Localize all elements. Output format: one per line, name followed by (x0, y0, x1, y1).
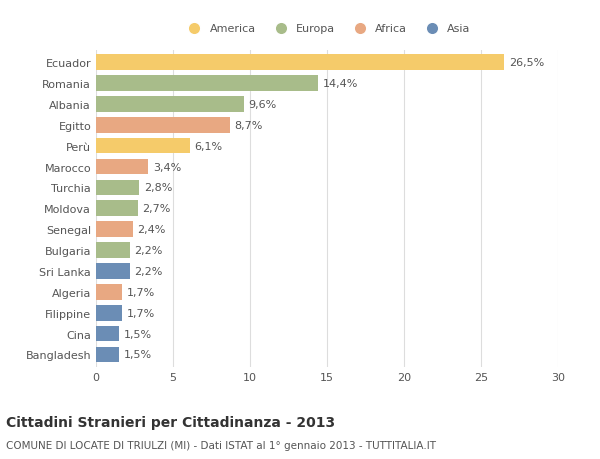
Text: 14,4%: 14,4% (322, 79, 358, 89)
Bar (96, 285, 122, 300)
Text: 26,5%: 26,5% (509, 58, 544, 68)
Text: 1,7%: 1,7% (127, 287, 155, 297)
Text: 9,6%: 9,6% (248, 100, 277, 110)
Text: 1,7%: 1,7% (127, 308, 155, 318)
Bar (96, 347, 119, 363)
Text: 8,7%: 8,7% (235, 121, 263, 130)
Bar (96, 201, 137, 217)
Text: 2,2%: 2,2% (134, 246, 163, 256)
Bar (96, 326, 119, 341)
Bar (96, 222, 133, 237)
Bar (96, 55, 504, 71)
Text: 6,1%: 6,1% (194, 141, 223, 151)
Bar (96, 180, 139, 196)
Text: COMUNE DI LOCATE DI TRIULZI (MI) - Dati ISTAT al 1° gennaio 2013 - TUTTITALIA.IT: COMUNE DI LOCATE DI TRIULZI (MI) - Dati … (6, 440, 436, 450)
Bar (96, 263, 130, 279)
Bar (96, 305, 122, 321)
Bar (96, 159, 148, 175)
Text: 3,4%: 3,4% (153, 162, 181, 172)
Text: 2,4%: 2,4% (137, 225, 166, 235)
Bar (96, 139, 190, 154)
Bar (96, 243, 130, 258)
Text: 2,8%: 2,8% (144, 183, 172, 193)
Bar (96, 118, 230, 133)
Text: 1,5%: 1,5% (124, 350, 152, 360)
Bar (96, 76, 318, 92)
Legend: America, Europa, Africa, Asia: America, Europa, Africa, Asia (184, 24, 470, 34)
Text: 2,7%: 2,7% (142, 204, 170, 214)
Bar (96, 97, 244, 112)
Text: 1,5%: 1,5% (124, 329, 152, 339)
Text: 2,2%: 2,2% (134, 266, 163, 276)
Text: Cittadini Stranieri per Cittadinanza - 2013: Cittadini Stranieri per Cittadinanza - 2… (6, 415, 335, 429)
